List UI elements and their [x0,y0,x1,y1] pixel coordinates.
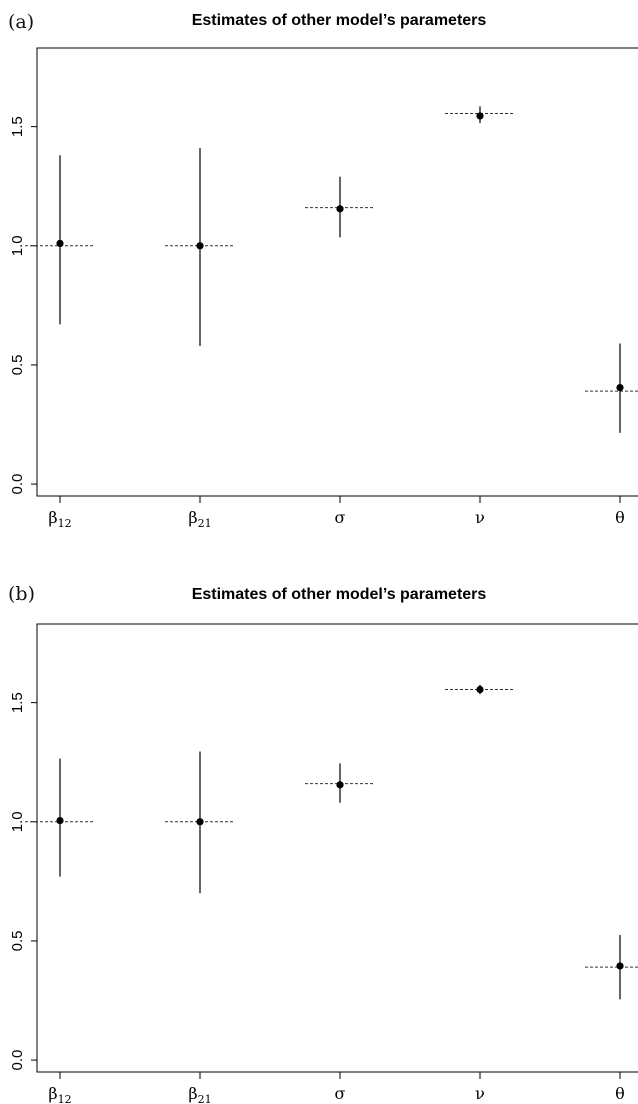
estimate-point [616,383,624,392]
y-tick-label: 0.5 [9,931,26,952]
y-tick-label: 1.0 [9,235,26,256]
y-tick-label: 0.5 [9,355,26,376]
x-tick-label: ν [475,508,485,527]
chart-panel-a: (a) Estimates of other model’s parameters… [8,11,638,530]
panel-label: (a) [8,11,34,33]
x-tick-label-base: β [48,1084,57,1103]
plot-frame [36,623,638,1073]
y-axis: 0.0 0.5 1.0 1.5 [9,116,37,495]
estimate-point [56,239,64,248]
x-tick-label-base: β [188,1084,197,1103]
x-tick-label: β12 [48,1084,71,1104]
x-tick-label-subscript: 21 [198,1093,212,1104]
x-tick-label-subscript: 21 [198,517,212,530]
x-tick-label-subscript: 12 [58,1093,72,1104]
x-tick-label-base: ν [475,1084,485,1103]
y-tick-label: 1.5 [9,116,26,137]
x-tick-label: θ [615,508,625,527]
x-tick-label: θ [615,1084,625,1103]
estimate-point [336,781,344,789]
y-tick-label: 0.0 [9,474,26,495]
x-tick-label: σ [335,508,346,527]
estimate-point [476,112,484,120]
x-tick-label-base: σ [335,508,346,527]
plot-frame [36,47,638,497]
x-tick-label: ν [475,1084,485,1103]
x-axis: β12 β21 σ ν θ [48,1072,625,1104]
x-tick-label: β21 [188,508,211,530]
x-tick-label-subscript: 12 [58,517,72,530]
y-tick-label: 1.5 [9,692,26,713]
x-axis: β12 β21 σ ν θ [48,496,625,530]
y-tick-label: 0.0 [9,1050,26,1071]
x-tick-label-base: θ [615,1084,625,1103]
estimate-point [196,242,204,250]
x-tick-label-base: θ [615,508,625,527]
x-tick-label: β12 [48,508,71,530]
x-tick-label-base: ν [475,508,485,527]
estimate-point [196,818,204,826]
chart-a: (a) Estimates of other model’s parameters… [8,11,638,530]
x-tick-label-base: β [188,508,197,527]
panel-label: (b) [8,583,35,605]
chart-title: Estimates of other model’s parameters [192,586,487,603]
x-tick-label: σ [335,1084,346,1103]
estimate-point [336,205,344,213]
x-tick-label: β21 [188,1084,211,1104]
estimate-point [56,816,64,825]
estimate-point [616,962,624,970]
chart-panel-b: (b) Estimates of other model’s parameters… [0,574,638,1104]
x-tick-label-base: β [48,508,57,527]
chart-title: Estimates of other model’s parameters [192,12,487,29]
y-axis: 0.0 0.5 1.0 1.5 [9,692,37,1071]
y-tick-label: 1.0 [9,811,26,832]
chart-b: (b) Estimates of other model’s parameters… [8,583,638,1104]
data-marks [25,106,638,433]
estimate-point [476,685,484,694]
x-tick-label-base: σ [335,1084,346,1103]
data-marks [25,684,638,1000]
